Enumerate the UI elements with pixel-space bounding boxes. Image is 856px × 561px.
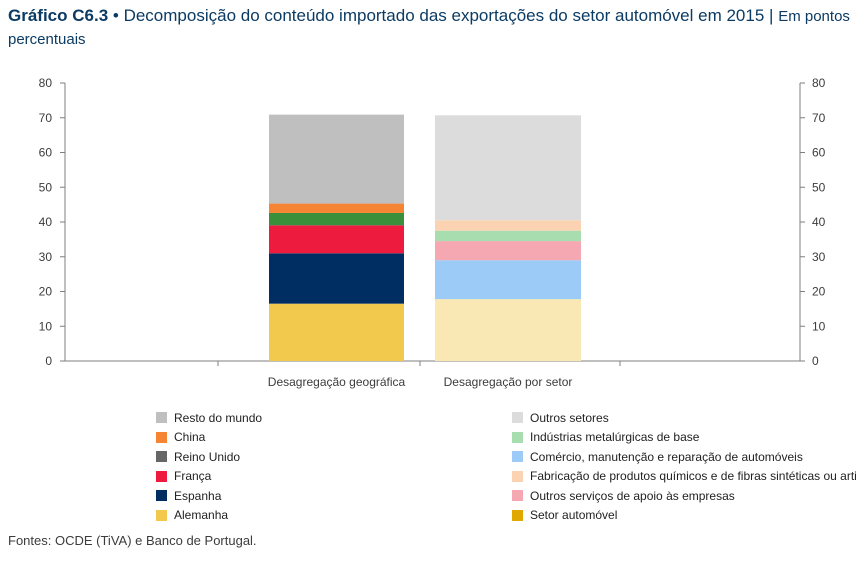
legend-label: França xyxy=(174,469,212,484)
legend-item: Setor automóvel xyxy=(512,506,856,526)
chart-subtitle: Em pontos percentuais xyxy=(8,8,850,48)
legend-label: Espanha xyxy=(174,488,222,503)
title-bullet: • xyxy=(112,6,119,25)
y-tick-label-left: 70 xyxy=(39,111,53,125)
bar-segment xyxy=(269,114,404,204)
legend-swatch xyxy=(156,470,167,482)
y-tick-label-right: 70 xyxy=(812,111,826,125)
y-tick-label-right: 40 xyxy=(812,215,826,229)
bar-segment xyxy=(435,260,581,300)
legend-label: Outros setores xyxy=(530,410,609,425)
legend-label: Resto do mundo xyxy=(174,410,263,425)
bar-segment xyxy=(435,115,581,221)
legend-item: Fabricação de produtos químicos e de fib… xyxy=(512,467,856,487)
legend-label: Comércio, manutenção e reparação de auto… xyxy=(530,449,803,464)
legend-item: Alemanha xyxy=(156,506,262,526)
legend-label: Outros serviços de apoio às empresas xyxy=(530,488,735,503)
stacked-bar-chart: 0 0 10 10 20 20 30 30 40 40 50 50 60 60 70 70 80 80 Desagr… xyxy=(39,76,826,389)
legend-swatch xyxy=(156,412,167,424)
legend-item: Comércio, manutenção e reparação de auto… xyxy=(512,447,856,467)
legend-label: Alemanha xyxy=(174,508,229,523)
legend-swatch xyxy=(156,509,167,521)
title-text: Decomposição do conteúdo importado das e… xyxy=(123,6,765,25)
legend-item: Reino Unido xyxy=(156,447,262,467)
y-tick-label-right: 0 xyxy=(812,354,819,368)
bar-segment xyxy=(269,212,404,226)
chart-label: Gráfico C6.3 xyxy=(8,6,109,25)
legend-right: Outros setores Indústrias metalúrgicas de… xyxy=(512,408,856,525)
legend-item: Indústrias metalúrgicas de base xyxy=(512,428,856,448)
legend-swatch xyxy=(512,470,523,482)
legend-swatch xyxy=(512,412,523,424)
legend-item: Espanha xyxy=(156,486,262,506)
legend-label: China xyxy=(174,430,206,445)
bar-segment xyxy=(435,220,581,231)
y-tick-label-left: 60 xyxy=(39,146,53,160)
source-note: Fontes: OCDE (TiVA) e Banco de Portugal. xyxy=(8,533,257,548)
y-tick-label-left: 10 xyxy=(39,319,53,333)
bar-segment xyxy=(269,225,404,254)
legend-item: China xyxy=(156,428,262,448)
legend-label: Fabricação de produtos químicos e de fib… xyxy=(530,469,856,484)
bar-segment xyxy=(269,303,404,361)
legend-swatch xyxy=(512,451,523,463)
legend-swatch xyxy=(512,509,523,521)
legend-item: Resto do mundo xyxy=(156,408,262,428)
y-tick-label-right: 50 xyxy=(812,180,826,194)
x-category-label: Desagregação geográfica xyxy=(268,375,406,389)
y-tick-label-left: 40 xyxy=(39,215,53,229)
bar-segment xyxy=(269,253,404,304)
legend-label: Setor automóvel xyxy=(530,508,618,523)
y-tick-label-left: 80 xyxy=(39,76,53,90)
legend-swatch xyxy=(512,431,523,443)
legend-swatch xyxy=(156,490,167,502)
x-category-label: Desagregação por setor xyxy=(444,375,573,389)
legend-swatch xyxy=(156,431,167,443)
legend-left: Resto do mundo China Reino Unido França Espa… xyxy=(156,408,262,525)
y-tick-label-left: 30 xyxy=(39,250,53,264)
y-tick-label-right: 80 xyxy=(812,76,826,90)
y-tick-label-right: 30 xyxy=(812,250,826,264)
legend-label: Indústrias metalúrgicas de base xyxy=(530,430,700,445)
bar-segment xyxy=(269,203,404,213)
title-separator: | xyxy=(769,6,774,25)
y-tick-label-left: 0 xyxy=(45,354,52,368)
y-tick-label-right: 20 xyxy=(812,285,826,299)
legend-swatch xyxy=(156,451,167,463)
y-tick-label-left: 50 xyxy=(39,180,53,194)
legend-item: Outros setores xyxy=(512,408,856,428)
legend-item: França xyxy=(156,467,262,487)
legend-label: Reino Unido xyxy=(174,449,241,464)
chart-title: Gráfico C6.3 • Decomposição do conteúdo … xyxy=(8,5,853,51)
legend-swatch xyxy=(512,490,523,502)
y-tick-label-right: 10 xyxy=(812,319,826,333)
y-tick-label-right: 60 xyxy=(812,146,826,160)
bar-segment xyxy=(435,241,581,261)
y-tick-label-left: 20 xyxy=(39,285,53,299)
bar-segment xyxy=(435,299,581,361)
legend-item: Outros serviços de apoio às empresas xyxy=(512,486,856,506)
bar-segment xyxy=(435,230,581,242)
